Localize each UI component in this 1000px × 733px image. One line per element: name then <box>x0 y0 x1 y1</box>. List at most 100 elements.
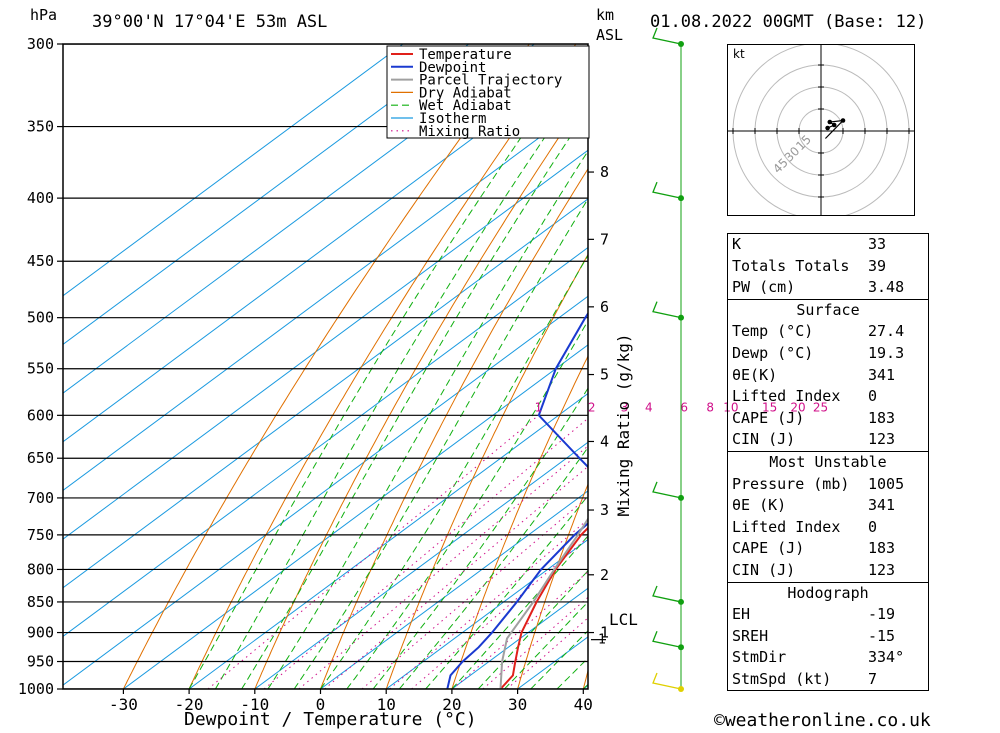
dry-adiabat-line <box>254 93 588 689</box>
isotherm-line <box>63 44 469 346</box>
mixing-ratio-label: 1 <box>535 400 543 414</box>
height-tick-label: 8 <box>600 163 609 181</box>
surface-row: CIN (J) 123 <box>728 429 928 451</box>
surface-value: 0 <box>868 387 878 406</box>
hodograph-point <box>831 122 837 128</box>
index-value: 33 <box>868 235 887 253</box>
pressure-tick-label: 950 <box>27 653 54 671</box>
isotherm-line <box>63 149 588 540</box>
hodograph-section-title: Hodograph <box>787 583 869 602</box>
isotherm-line <box>123 344 588 689</box>
height-unit-asl: ASL <box>596 26 624 44</box>
unstable-label: Pressure (mb) <box>732 474 850 493</box>
x-axis-label: Dewpoint / Temperature (°C) <box>184 709 477 730</box>
dry-adiabat-line <box>385 253 588 689</box>
isotherm-line <box>254 441 588 689</box>
hodo-row: StmDir 334° <box>728 647 928 669</box>
hodo-row: StmSpd (kt) 7 <box>728 669 928 691</box>
hodograph-panel: kt 15 30 45 <box>727 42 915 220</box>
hodo-label: StmDir <box>732 648 787 667</box>
pressure-tick-label: 1000 <box>18 680 54 698</box>
wet-adiabat-line <box>477 569 588 689</box>
mixing-ratio-axis-label: Mixing Ratio (g/kg) <box>614 333 633 516</box>
wind-barb <box>652 585 682 603</box>
wind-barb <box>652 27 682 45</box>
surface-row: Temp (°C) 27.4 <box>728 321 928 343</box>
mixing-ratio-line <box>506 617 588 689</box>
height-unit-km: km <box>596 6 615 24</box>
dry-adiabat-line <box>320 167 588 689</box>
legend-box <box>386 45 590 139</box>
mixing-ratio-line <box>361 496 588 689</box>
mixing-ratio-label: 25 <box>813 400 828 414</box>
hodo-row: EH -19 <box>728 604 928 626</box>
most-unstable-section-title: Most Unstable <box>769 452 887 471</box>
surface-label: Temp (°C) <box>732 322 814 341</box>
temperature-tick-label: 30 <box>508 695 527 714</box>
hodo-value: -15 <box>868 626 896 645</box>
pressure-tick-label: 650 <box>27 449 54 467</box>
wind-barb <box>652 181 682 199</box>
pressure-tick-label: 600 <box>27 406 54 424</box>
plot-area <box>63 44 588 689</box>
index-label: PW (cm) <box>732 278 796 297</box>
unstable-row: CIN (J) 123 <box>728 560 928 582</box>
pressure-tick-label: 850 <box>27 593 54 611</box>
hodo-value: 334° <box>868 648 905 667</box>
unstable-label: θE (K) <box>732 496 787 515</box>
wet-adiabat-line <box>214 73 588 689</box>
legend-label: Dewpoint <box>419 60 486 76</box>
legend-label: Temperature <box>419 47 512 63</box>
isotherm-line <box>63 246 588 638</box>
surface-value: 341 <box>868 365 896 384</box>
unstable-label: CIN (J) <box>732 560 796 579</box>
unstable-value: 1005 <box>868 474 905 493</box>
isotherm-line <box>63 44 535 394</box>
height-tick-label: 3 <box>600 501 609 519</box>
copyright-footer: ©weatheronline.co.uk <box>714 710 931 731</box>
hodo-value: -19 <box>868 605 896 624</box>
temperature-tick-label: -20 <box>175 695 204 714</box>
hodograph-point <box>827 119 833 125</box>
surface-label: CAPE (J) <box>732 408 805 427</box>
index-row: PW (cm) 3.48 <box>728 277 928 299</box>
height-tick-label: 2 <box>600 566 609 584</box>
isotherm-line <box>63 100 588 492</box>
parcel-trajectory <box>499 517 588 689</box>
legend-label: Parcel Trajectory <box>419 73 562 89</box>
unstable-value: 123 <box>868 560 896 579</box>
plot-frame <box>62 43 589 690</box>
wet-adiabat-line <box>504 601 588 689</box>
location-title: 39°00'N 17°04'E 53m ASL <box>92 12 328 32</box>
unstable-row: Pressure (mb) 1005 <box>728 474 928 496</box>
unstable-row: θE (K) 341 <box>728 495 928 517</box>
unstable-value: 183 <box>868 539 896 558</box>
legend-label: Dry Adiabat <box>419 85 512 101</box>
index-value: 3.48 <box>868 278 905 297</box>
hodo-label: SREH <box>732 626 769 645</box>
pressure-tick-label: 550 <box>27 360 54 378</box>
lcl-height-label: 1 <box>598 633 606 648</box>
unstable-label: Lifted Index <box>732 517 841 536</box>
mixing-ratio-line <box>324 465 588 689</box>
isotherm-line <box>63 295 588 686</box>
surface-row: Dewp (°C) 19.3 <box>728 343 928 365</box>
index-value: 39 <box>868 256 887 275</box>
temperature-tick-label: 40 <box>574 695 593 714</box>
unstable-label: CAPE (J) <box>732 539 805 558</box>
surface-label: Dewp (°C) <box>732 343 814 362</box>
unstable-value: 0 <box>868 517 878 536</box>
pressure-tick-label: 500 <box>27 309 54 327</box>
wet-adiabat-line <box>451 535 588 689</box>
legend-label: Isotherm <box>419 111 486 127</box>
wet-adiabat-line <box>188 44 588 689</box>
surface-label: CIN (J) <box>732 430 796 449</box>
index-label: K <box>732 235 742 253</box>
unstable-row: CAPE (J) 183 <box>728 538 928 560</box>
isotherm-line <box>63 52 588 443</box>
stability-params-table: K 33 Totals Totals 39 PW (cm) 3.48 Surface Te… <box>727 233 929 692</box>
wet-adiabat-line <box>241 109 588 689</box>
index-row: Totals Totals 39 <box>728 256 928 278</box>
dry-adiabat-line <box>122 44 530 689</box>
